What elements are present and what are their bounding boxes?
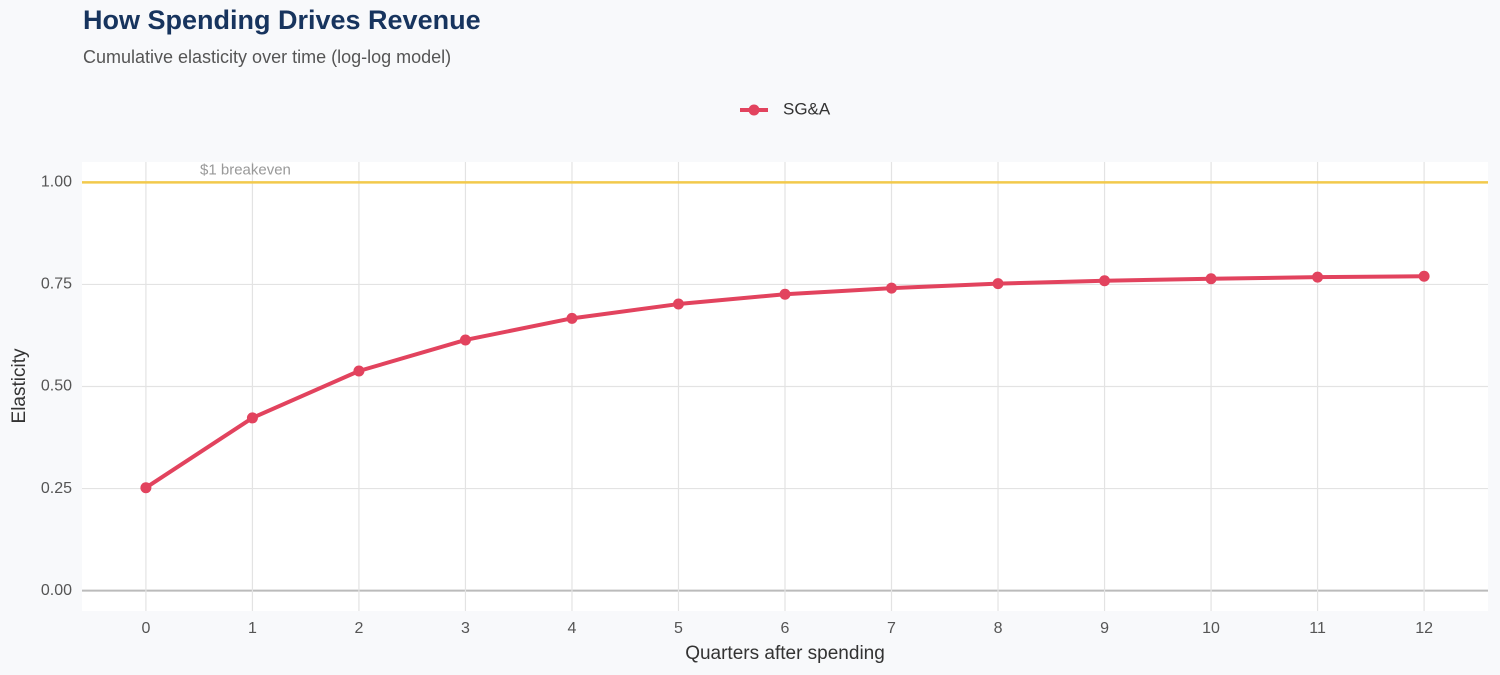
y-tick-label: 0.00 <box>41 582 72 599</box>
data-point <box>672 298 684 310</box>
legend-label: SG&A <box>783 99 831 118</box>
data-point <box>886 282 898 294</box>
data-point <box>1312 271 1324 283</box>
x-tick-label: 0 <box>141 620 150 637</box>
reference-label: $1 breakeven <box>200 161 291 178</box>
y-tick-label: 0.75 <box>41 276 72 293</box>
data-point <box>1205 273 1217 285</box>
data-point <box>246 412 258 424</box>
x-tick-label: 1 <box>248 620 257 637</box>
x-tick-label: 10 <box>1202 620 1220 637</box>
x-tick-label: 3 <box>461 620 470 637</box>
x-tick-label: 5 <box>674 620 683 637</box>
data-point <box>1418 270 1430 282</box>
y-axis-label: Elasticity <box>9 348 30 423</box>
data-point <box>779 288 791 300</box>
data-point <box>1099 275 1111 287</box>
x-tick-label: 9 <box>1100 620 1109 637</box>
x-tick-label: 8 <box>994 620 1003 637</box>
data-point <box>140 482 152 494</box>
y-tick-label: 0.25 <box>41 480 72 497</box>
data-point <box>992 278 1004 290</box>
x-tick-label: 4 <box>568 620 577 637</box>
x-tick-label: 7 <box>887 620 896 637</box>
y-tick-label: 1.00 <box>41 174 72 191</box>
x-tick-label: 12 <box>1415 620 1433 637</box>
x-tick-label: 6 <box>781 620 790 637</box>
data-point <box>566 312 578 324</box>
chart-title: How Spending Drives Revenue <box>83 5 481 35</box>
chart-subtitle: Cumulative elasticity over time (log-log… <box>83 47 451 67</box>
x-axis-label: Quarters after spending <box>685 643 885 664</box>
data-point <box>353 365 365 377</box>
y-tick-label: 0.50 <box>41 378 72 395</box>
x-tick-label: 11 <box>1309 620 1326 637</box>
x-tick-label: 2 <box>354 620 363 637</box>
data-point <box>459 334 471 346</box>
legend-marker <box>748 104 760 116</box>
